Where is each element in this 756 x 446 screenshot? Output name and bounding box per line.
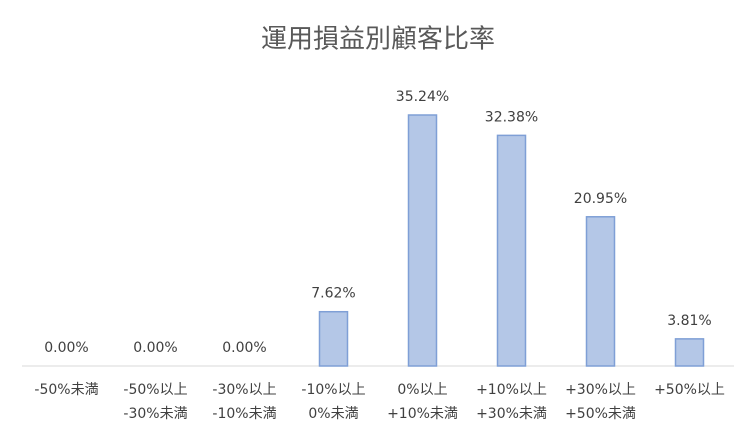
x-tick-label: 0%未満 (308, 406, 358, 422)
chart-title: 運用損益別顧客比率 (261, 25, 495, 55)
data-label: 0.00% (44, 340, 88, 356)
data-label: 7.62% (311, 286, 355, 302)
bar (318, 310, 349, 367)
x-tick-label: -30%未満 (123, 406, 187, 422)
bar (496, 134, 527, 367)
data-label: 0.00% (133, 340, 177, 356)
x-tick-label: -50%以上 (123, 382, 187, 398)
x-tick-label: +30%未満 (476, 406, 547, 422)
x-tick-label: +50%以上 (654, 382, 725, 398)
bar (674, 338, 705, 367)
x-tick-label: +30%以上 (565, 382, 636, 398)
x-tick-label: -30%以上 (212, 382, 276, 398)
data-label: 3.81% (667, 313, 711, 329)
bar (585, 216, 616, 367)
x-tick-label: +10%以上 (476, 382, 547, 398)
x-tick-label: +50%未満 (565, 406, 636, 422)
data-label: 35.24% (396, 89, 449, 105)
x-tick-label: +10%未満 (387, 406, 458, 422)
data-label: 32.38% (485, 109, 538, 125)
data-label: 20.95% (574, 191, 627, 207)
x-tick-label: 0%以上 (397, 382, 447, 398)
bar (407, 114, 438, 367)
data-label: 0.00% (222, 340, 266, 356)
x-tick-label: -10%以上 (301, 382, 365, 398)
x-tick-label: -10%未満 (212, 406, 276, 422)
x-tick-label: -50%未満 (34, 382, 98, 398)
